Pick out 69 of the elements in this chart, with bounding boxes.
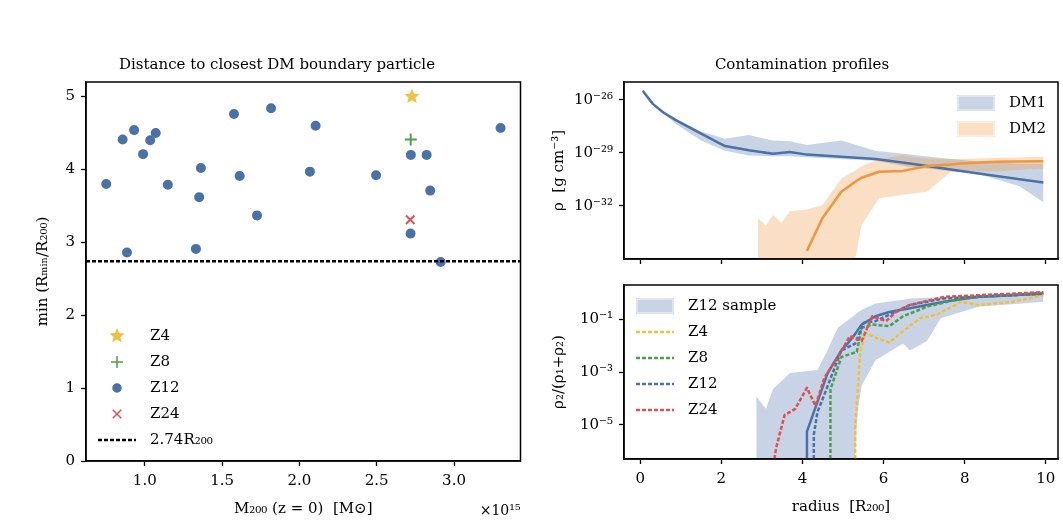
point: [228, 109, 239, 120]
point: [425, 185, 436, 196]
y-tick-label: 3: [65, 232, 75, 251]
point: [145, 135, 156, 146]
point: [495, 122, 506, 133]
x-tick-label: 4: [797, 468, 808, 487]
legend-label: Z12: [150, 377, 180, 396]
y-tick-label: 10⁻²⁶: [573, 89, 613, 108]
point: [252, 210, 263, 221]
y-tick-label: 0: [65, 450, 75, 469]
legend-label: Z12: [688, 373, 718, 392]
point: [405, 214, 416, 225]
legend-label: Z4: [688, 321, 708, 340]
x-tick-label: 2.5: [364, 470, 389, 489]
legend-label: 2.74R₂₀₀: [150, 429, 213, 448]
y-tick-label: 2: [65, 305, 75, 324]
x-tick-label: 0: [635, 468, 645, 487]
legend-label: Z8: [150, 351, 170, 370]
legend-label: Z24: [150, 403, 180, 422]
point: [371, 170, 382, 181]
point: [234, 171, 245, 182]
point: [310, 120, 321, 131]
point: [162, 179, 173, 190]
chart-title: Distance to closest DM boundary particle: [118, 54, 436, 73]
point: [404, 88, 420, 104]
x-tick-label: 8: [959, 468, 970, 487]
text: ×10¹⁵: [479, 501, 521, 518]
y-axis-title: ρ [g cm⁻³]: [548, 130, 567, 211]
x-axis-title: M₂₀₀ (z = 0) [M⊙]: [233, 498, 373, 517]
x-tick-label: 2.0: [287, 470, 312, 489]
point: [195, 163, 206, 173]
x-tick-label: 2: [716, 468, 727, 487]
legend-label: Z12 sample: [688, 295, 777, 314]
legend-label: DM2: [1009, 118, 1047, 137]
x-axis-title: radius [R₂₀₀]: [791, 496, 891, 515]
point: [117, 134, 128, 145]
point: [138, 149, 149, 160]
point: [405, 228, 416, 239]
y-axis-title: min (Rₘᵢₙ/R₂₀₀): [32, 216, 51, 327]
x-tick-label: 1.5: [210, 470, 234, 489]
point: [194, 192, 205, 203]
point: [190, 243, 201, 254]
y-axis-title: ρ₂/(ρ₁+ρ₂): [548, 335, 567, 409]
point: [403, 132, 418, 147]
point: [421, 149, 432, 160]
point: [405, 149, 416, 160]
y-tick-label: 4: [65, 159, 75, 178]
y-tick-label: 10⁻³²: [573, 195, 613, 214]
legend-label: DM1: [1009, 92, 1047, 111]
y-tick-label: 5: [65, 86, 75, 105]
y-tick-label: 10⁻¹: [579, 309, 613, 328]
y-tick-label: 10⁻²⁹: [573, 142, 613, 161]
legend-label: Z24: [688, 399, 718, 418]
x-tick-label: 10: [1036, 468, 1056, 487]
chart-title: Contamination profiles: [714, 54, 890, 73]
x-tick-label: 6: [878, 468, 889, 487]
y-tick-label: 1: [65, 378, 75, 397]
point: [129, 125, 140, 136]
x-tick-label: 3.0: [442, 470, 466, 489]
legend-label: Z4: [150, 325, 170, 344]
y-tick-label: 10⁻³: [579, 361, 613, 380]
y-tick-label: 10⁻⁵: [579, 414, 613, 433]
point: [121, 247, 132, 258]
legend-label: Z8: [688, 347, 708, 366]
point: [266, 103, 277, 114]
point: [150, 128, 161, 139]
x-tick-label: 1.0: [132, 470, 157, 489]
point: [101, 179, 112, 190]
point: [304, 166, 315, 177]
